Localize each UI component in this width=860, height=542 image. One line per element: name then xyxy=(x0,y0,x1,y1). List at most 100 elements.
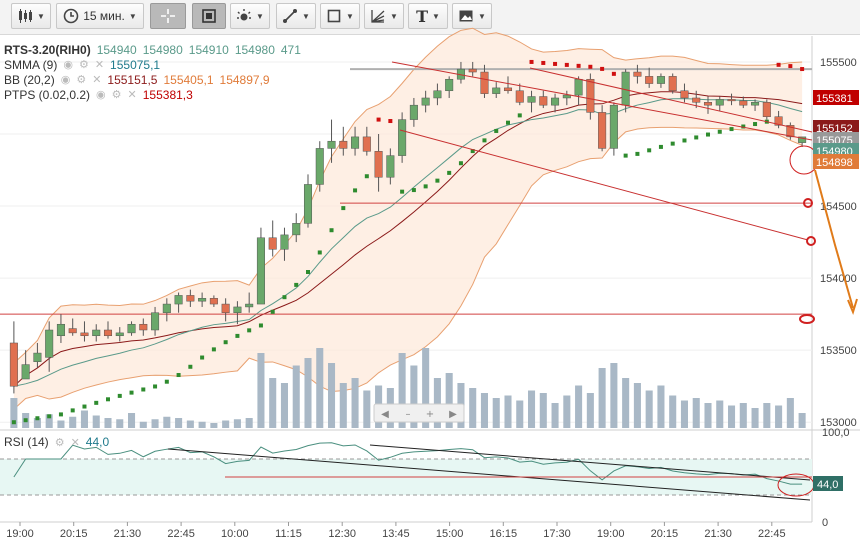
level-handle xyxy=(806,236,816,246)
close-icon[interactable]: ✕ xyxy=(70,436,80,449)
sar-dot xyxy=(317,250,322,255)
sar-dot xyxy=(717,129,722,134)
candle-body xyxy=(480,71,489,94)
candle-body xyxy=(233,306,242,313)
sar-dot xyxy=(58,412,63,417)
volume-bar xyxy=(269,378,277,428)
candle-body xyxy=(421,97,430,106)
volume-bar xyxy=(45,414,53,428)
fib-tool-button[interactable]: ▼ xyxy=(364,3,404,29)
close-icon[interactable]: ✕ xyxy=(92,74,102,86)
candle-body xyxy=(339,140,348,149)
symbol-name: RTS-3.20(RIH0) xyxy=(4,43,91,57)
chevron-down-icon: ▼ xyxy=(37,11,45,21)
gear-icon[interactable]: ⚙ xyxy=(54,436,65,449)
sar-dot xyxy=(553,61,558,66)
y-tick-label: 154000 xyxy=(820,273,857,285)
eye-icon[interactable]: ◉ xyxy=(60,74,71,86)
line-tool-button[interactable]: ▼ xyxy=(276,3,316,29)
timeframe-button[interactable]: 15 мин. ▼ xyxy=(56,3,144,29)
rsi-tick-label: 100,0 xyxy=(822,427,850,439)
gear-icon[interactable]: ⚙ xyxy=(111,89,122,101)
volume-bar xyxy=(633,383,641,428)
gear-icon[interactable]: ⚙ xyxy=(76,74,87,86)
text-tool-button[interactable]: T ▼ xyxy=(408,3,448,29)
volume-bar xyxy=(551,403,559,428)
volume-bar xyxy=(728,405,736,428)
sar-dot xyxy=(576,63,581,68)
candle-body xyxy=(445,78,454,92)
chevron-down-icon: ▼ xyxy=(478,11,486,21)
x-tick-label: 21:30 xyxy=(114,528,142,540)
volume-bar xyxy=(316,348,324,428)
indicators-button[interactable]: ▼ xyxy=(230,3,270,29)
volume-bar xyxy=(210,423,218,428)
x-tick-label: 15:00 xyxy=(436,528,464,540)
candle-body xyxy=(551,97,560,106)
smma-value: 155075,1 xyxy=(110,58,161,72)
volume-bar xyxy=(645,390,653,428)
navigator-control-icon[interactable]: ◀ xyxy=(381,409,389,420)
eye-icon[interactable]: ◉ xyxy=(96,89,106,101)
volume-bar xyxy=(245,418,253,428)
volume-bar xyxy=(622,378,630,428)
volume-bar xyxy=(433,378,441,428)
eye-icon[interactable]: ◉ xyxy=(63,59,73,71)
navigator-control-icon[interactable]: + xyxy=(426,409,434,420)
candle-body xyxy=(362,136,371,152)
chart-type-button[interactable]: ▼ xyxy=(11,3,51,29)
x-tick-label: 17:30 xyxy=(543,528,571,540)
sar-dot xyxy=(106,397,110,402)
sar-dot xyxy=(470,149,475,154)
candle-body xyxy=(21,364,30,380)
volume-bar xyxy=(257,353,265,428)
sar-dot xyxy=(258,323,263,328)
candle-body xyxy=(151,312,160,331)
volume-bar xyxy=(563,395,571,428)
volume-bar xyxy=(57,420,65,428)
fit-button[interactable] xyxy=(192,3,226,29)
bollinger-middle xyxy=(13,91,803,387)
candle-body xyxy=(68,328,77,334)
price-label-box xyxy=(813,90,859,105)
rsi-label-text: 44,0 xyxy=(817,479,838,491)
sar-dot xyxy=(647,148,652,153)
candle-body xyxy=(174,295,183,305)
volume-bar xyxy=(151,419,159,428)
shape-tool-button[interactable]: ▼ xyxy=(320,3,360,29)
gear-icon[interactable]: ⚙ xyxy=(78,59,89,71)
candle-body xyxy=(280,234,289,250)
text-icon: T xyxy=(416,6,428,26)
bollinger-lower xyxy=(13,126,803,410)
sar-dot xyxy=(23,418,28,423)
navigator-control-icon[interactable]: ▶ xyxy=(449,409,457,420)
legend-symbol-row: RTS-3.20(RIH0) 154940 154980 154910 1549… xyxy=(4,43,301,58)
legend-smma-row: SMMA (9) ◉ ⚙ ✕ 155075,1 xyxy=(4,58,301,73)
volume-bar xyxy=(445,373,453,428)
rsi-tick-label: 0 xyxy=(822,517,828,529)
sar-dot xyxy=(353,188,358,193)
candle-body xyxy=(798,136,807,143)
candle-body xyxy=(692,97,701,103)
sar-dot xyxy=(682,138,687,143)
forecast-arrow xyxy=(814,169,854,309)
chart-legend: RTS-3.20(RIH0) 154940 154980 154910 1549… xyxy=(4,43,301,103)
chevron-down-icon: ▼ xyxy=(128,11,137,21)
y-tick-label: 154500 xyxy=(820,201,857,213)
candle-body xyxy=(656,76,665,84)
volume-bar xyxy=(198,421,206,428)
sar-dot xyxy=(376,117,381,122)
clock-icon xyxy=(63,8,79,24)
crosshair-button[interactable] xyxy=(150,3,186,29)
ohlc-low: 154910 xyxy=(188,43,229,57)
close-icon[interactable]: ✕ xyxy=(94,59,105,71)
x-tick-label: 20:15 xyxy=(60,528,88,540)
close-icon[interactable]: ✕ xyxy=(127,89,137,101)
volume-bar xyxy=(798,413,806,428)
scroll-navigator[interactable]: ◀ – + ▶ xyxy=(373,403,465,423)
volume-bar xyxy=(69,416,77,428)
sar-dot xyxy=(776,62,781,67)
navigator-control-icon[interactable]: – xyxy=(406,409,411,420)
candle-body xyxy=(303,184,313,224)
